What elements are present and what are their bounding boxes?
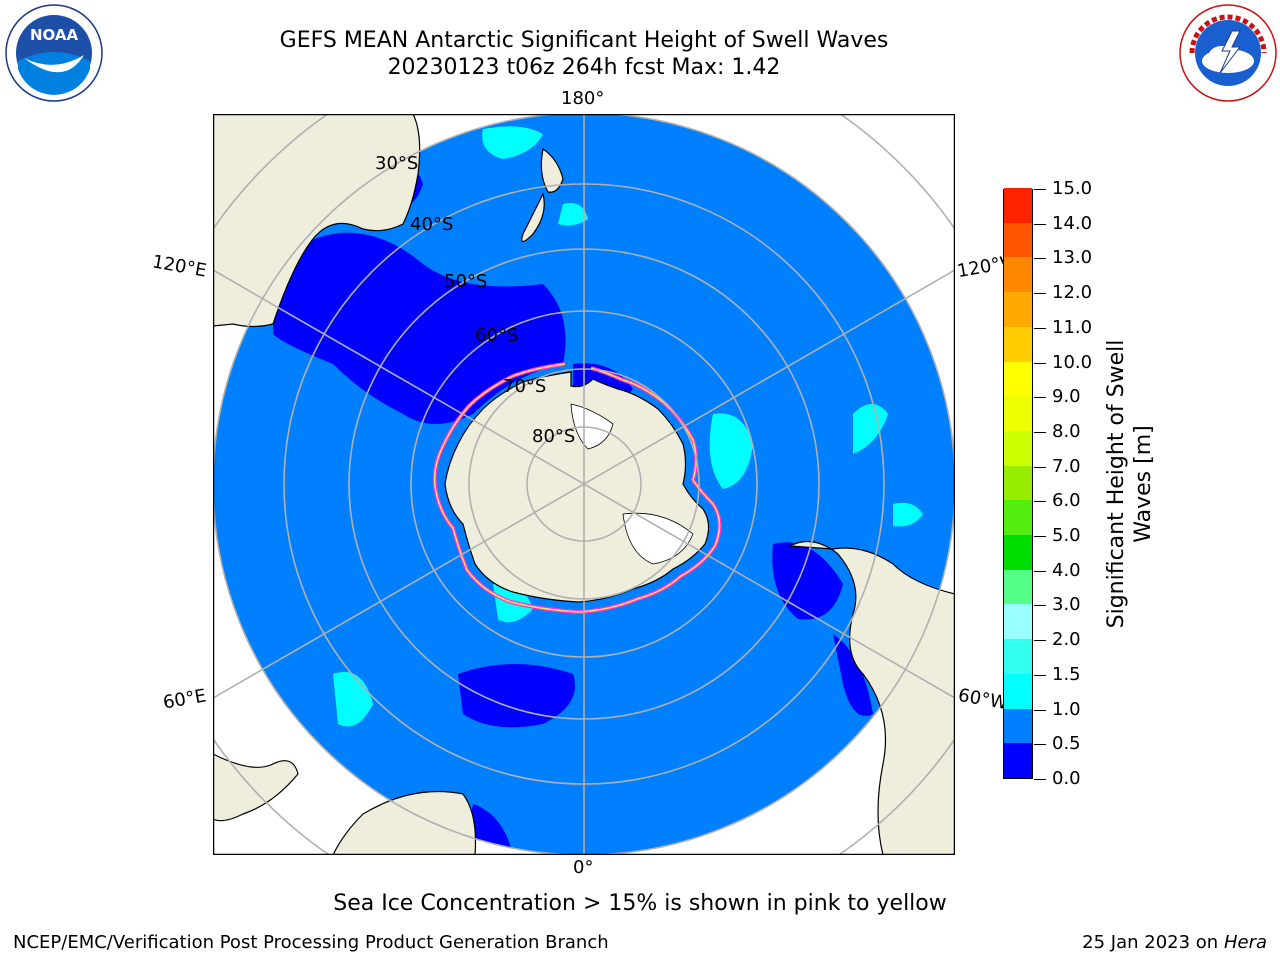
colorbar-tick — [1034, 362, 1046, 364]
colorbar-tick-label: 3.0 — [1052, 594, 1081, 616]
colorbar-tick-label: 0.5 — [1052, 733, 1081, 755]
high-swell-area — [333, 672, 373, 727]
low-swell-area — [273, 232, 566, 424]
low-swell-area — [833, 634, 873, 716]
chart-title: GEFS MEAN Antarctic Significant Height o… — [279, 28, 889, 53]
colorbar-segment — [1004, 673, 1032, 709]
colorbar-segment — [1004, 603, 1032, 640]
colorbar-tick — [1034, 431, 1046, 433]
colorbar-tick-label: 9.0 — [1052, 386, 1081, 408]
colorbar-segment — [1004, 569, 1032, 605]
colorbar-segment — [1004, 742, 1032, 778]
colorbar-tick-label: 14.0 — [1052, 212, 1093, 234]
africa-land — [332, 790, 477, 855]
high-swell-area — [482, 126, 543, 159]
colorbar-tick-label: 8.0 — [1052, 420, 1081, 442]
polar-map: 30°S 40°S 50°S 60°S 70°S 80°S — [213, 114, 955, 855]
chart-subtitle: 20230123 t06z 264h fcst Max: 1.42 — [387, 55, 781, 80]
new-zealand-land — [540, 148, 564, 193]
footer-date: 25 Jan 2023 on Hera — [1082, 932, 1267, 953]
weddell-sea-ice — [622, 512, 694, 565]
colorbar-tick-label: 13.0 — [1052, 247, 1093, 269]
colorbar-tick — [1034, 223, 1046, 225]
colorbar-label-line2: Waves [m] — [1131, 425, 1156, 543]
colorbar-segment — [1004, 395, 1032, 431]
lat-label-40s: 40°S — [410, 214, 453, 235]
colorbar-label-line1: Significant Height of Swell — [1104, 339, 1129, 629]
lon-label-60w: 60°W — [956, 684, 1010, 715]
colorbar-tick — [1034, 640, 1046, 642]
colorbar-tick — [1034, 779, 1046, 780]
colorbar-tick — [1034, 570, 1046, 572]
colorbar-tick — [1034, 397, 1046, 399]
noaa-logo-text: NOAA — [30, 26, 79, 44]
lon-label-180: 180° — [561, 88, 605, 109]
colorbar-tick-label: 12.0 — [1052, 282, 1093, 304]
colorbar-tick — [1034, 744, 1046, 746]
map-frame — [213, 114, 955, 855]
lat-label-80s: 80°S — [532, 426, 575, 447]
colorbar-tick-label: 0.0 — [1052, 768, 1081, 789]
colorbar-tick-label: 2.0 — [1052, 629, 1081, 651]
high-swell-area — [853, 404, 888, 454]
high-swell-area — [558, 203, 588, 226]
high-swell-area — [893, 502, 923, 527]
lon-label-60e: 60°E — [161, 685, 208, 714]
colorbar-tick — [1034, 709, 1046, 711]
colorbar-segment — [1004, 222, 1032, 258]
lat-label-70s: 70°S — [503, 376, 546, 397]
ross-ice-shelf — [570, 403, 614, 450]
colorbar-segment — [1004, 465, 1032, 501]
noaa-logo: NOAA — [4, 3, 104, 107]
lat-label-30s: 30°S — [375, 153, 418, 174]
colorbar-tick — [1034, 605, 1046, 607]
colorbar-segment — [1004, 534, 1032, 570]
colorbar-tick-label: 5.0 — [1052, 525, 1081, 547]
colorbar-tick — [1034, 674, 1046, 676]
colorbar-tick — [1034, 258, 1046, 260]
colorbar-tick-label: 6.0 — [1052, 490, 1081, 512]
low-swell-area — [772, 542, 843, 620]
colorbar-tick-label: 10.0 — [1052, 351, 1093, 373]
meridian-60e-120w — [213, 269, 955, 699]
colorbar-tick-label: 4.0 — [1052, 559, 1081, 581]
nws-logo — [1178, 3, 1278, 107]
colorbar-tick — [1034, 327, 1046, 329]
footer-date-text: 25 Jan 2023 on — [1082, 932, 1224, 953]
graticule — [213, 114, 955, 855]
colorbar-segment — [1004, 361, 1032, 397]
new-zealand-land — [521, 192, 545, 243]
colorbar-segment — [1004, 430, 1032, 466]
colorbar-segment — [1004, 256, 1032, 293]
africa-land — [213, 753, 299, 822]
lat-label-50s: 50°S — [444, 271, 487, 292]
footer-branch: NCEP/EMC/Verification Post Processing Pr… — [13, 932, 609, 953]
colorbar-segment — [1004, 638, 1032, 674]
colorbar-segment — [1004, 291, 1032, 327]
colorbar-segment — [1004, 708, 1032, 744]
lon-label-0: 0° — [573, 857, 594, 878]
colorbar-tick-label: 1.0 — [1052, 698, 1081, 720]
lat-label-60s: 60°S — [475, 325, 518, 346]
colorbar-tick-label: 1.5 — [1052, 663, 1081, 685]
colorbar-tick-label: 15.0 — [1052, 178, 1093, 199]
sea-ice-edge — [433, 363, 721, 613]
sea-ice-note: Sea Ice Concentration > 15% is shown in … — [333, 891, 947, 916]
footer-machine: Hera — [1223, 932, 1267, 953]
colorbar-segment — [1004, 326, 1032, 362]
lon-label-120e: 120°E — [150, 251, 209, 282]
south-america-land — [787, 540, 955, 855]
colorbar-segment — [1004, 499, 1032, 536]
low-swell-area — [458, 664, 575, 728]
colorbar-tick — [1034, 293, 1046, 295]
high-swell-area — [709, 413, 753, 489]
colorbar-tick-label: 7.0 — [1052, 455, 1081, 477]
colorbar-tick — [1034, 189, 1046, 190]
colorbar-tick — [1034, 501, 1046, 503]
colorbar-segment — [1004, 187, 1032, 223]
colorbar — [1003, 187, 1033, 779]
colorbar-tick — [1034, 466, 1046, 468]
colorbar-tick-label: 11.0 — [1052, 316, 1093, 338]
colorbar-tick — [1034, 536, 1046, 538]
